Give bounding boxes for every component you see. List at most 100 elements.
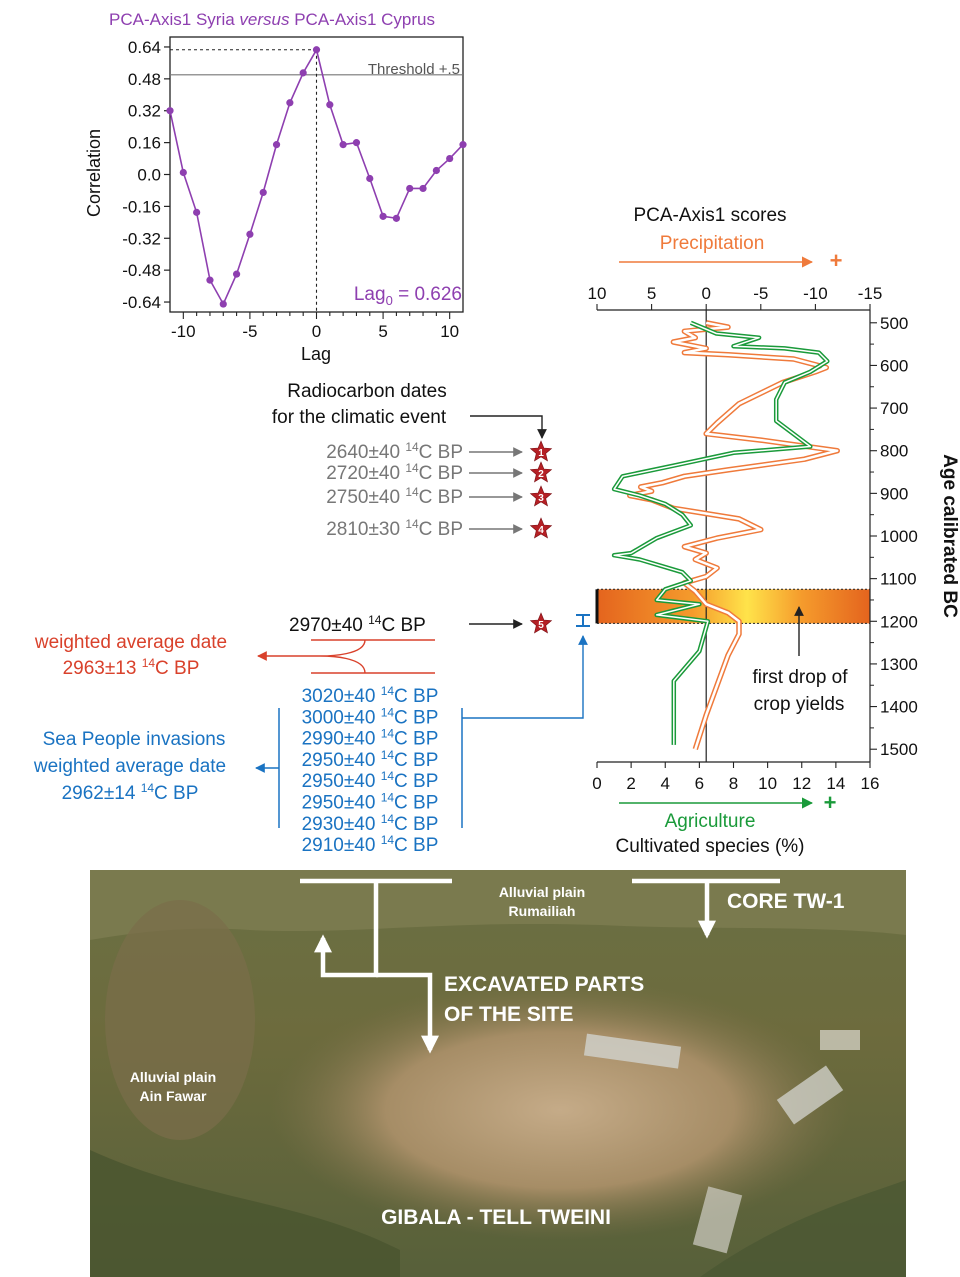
corr-xtick-label: -5: [242, 322, 257, 341]
correlation-point: [419, 184, 427, 193]
age-tick-label: 1400: [880, 698, 918, 717]
bottom-tick-label: 2: [626, 774, 635, 793]
correlation-chart-title: PCA-Axis1 Syria versus PCA-Axis1 Cyprus: [109, 10, 435, 29]
correlation-guides: [170, 49, 463, 312]
top-tick-label: -15: [858, 284, 883, 303]
corr-ytick-label: -0.48: [122, 261, 161, 280]
correlation-point: [339, 141, 347, 149]
blue-date-text: 2930±40 14C BP: [302, 812, 439, 835]
blue-date-text: 2950±40 14C BP: [302, 748, 439, 771]
correlation-point: [286, 99, 294, 107]
precipitation-plus: +: [830, 248, 843, 273]
star-2-number: 2: [538, 469, 544, 480]
age-tick-label: 900: [880, 484, 908, 503]
photo-label-ain-fawar-1: Alluvial plain: [130, 1069, 216, 1085]
correlation-x-ticks: -10 -5 0 5 10: [171, 312, 459, 341]
top-tick-label: -10: [803, 284, 828, 303]
weighted-average-brace: [311, 639, 435, 674]
correlation-chart: PCA-Axis1 Syria versus PCA-Axis1 Cyprus …: [84, 10, 467, 364]
correlation-point: [406, 184, 414, 193]
lag0-annotation: Lag0 = 0.626: [354, 284, 462, 308]
aerial-photo: Alluvial plain Rumailiah CORE TW-1 EXCAV…: [90, 870, 906, 1277]
blue-error-bar: [576, 614, 590, 627]
age-axis-label: Age calibrated BC: [939, 454, 960, 618]
blue-date-text: 2990±40 14C BP: [302, 727, 439, 750]
blue-date-text: 2950±40 14C BP: [302, 769, 439, 792]
photo-bracket-left: [300, 878, 452, 978]
agriculture-plus: +: [824, 790, 837, 815]
cultivated-species-label: Cultivated species (%): [615, 836, 804, 857]
correlation-point: [392, 214, 401, 222]
top-tick-label: 0: [701, 284, 710, 303]
corr-ytick-label: 0.0: [137, 166, 161, 185]
corr-ytick-label: 0.64: [128, 38, 161, 57]
star-date-text: 2810±30 14C BP: [326, 517, 463, 540]
photo-label-excavated-1: EXCAVATED PARTS: [444, 973, 644, 996]
age-tick-label: 1500: [880, 740, 918, 759]
precipitation-line-inner: [628, 321, 839, 750]
star-5-badge: 5: [529, 612, 553, 634]
corr-ytick-label: 0.48: [128, 70, 161, 89]
weighted-red-line2: 2963±13 14C BP: [63, 656, 200, 679]
crop-drop-annotation: first drop of crop yields: [752, 606, 848, 715]
correlation-point: [219, 300, 227, 308]
correlation-point: [259, 188, 267, 197]
correlation-point: [206, 276, 214, 284]
star-5-badge-number: 5: [538, 620, 544, 631]
agriculture-line-inner: [613, 322, 829, 745]
event-date: 2970±40 14C BP: [289, 613, 426, 636]
age-tick-label: 1100: [880, 570, 917, 589]
top-tick-label: -5: [753, 284, 768, 303]
star-date-text: 2750±40 14C BP: [326, 485, 463, 508]
star-1-number: 1: [538, 448, 544, 459]
bottom-tick-label: 4: [661, 774, 670, 793]
star-3-shape: [529, 485, 553, 507]
correlation-point: [432, 166, 440, 175]
age-tick-label: 800: [880, 442, 908, 461]
bottom-tick-label: 6: [695, 774, 704, 793]
bottom-tick-label: 8: [729, 774, 738, 793]
corr-ytick-label: 0.16: [128, 134, 161, 153]
pca-series: [611, 320, 840, 751]
correlation-series: [166, 46, 467, 308]
corr-ytick-label: 0.32: [128, 102, 161, 121]
age-tick-label: 1200: [880, 612, 918, 631]
correlation-point: [312, 46, 321, 54]
blue-date-text: 3000±40 14C BP: [302, 705, 439, 728]
corr-xtick-label: -10: [171, 322, 196, 341]
photo-label-ain-fawar-2: Ain Fawar: [140, 1088, 207, 1104]
bottom-tick-label: 16: [861, 774, 880, 793]
blue-connector-arrow: [462, 635, 588, 719]
star-5: 5: [529, 612, 553, 634]
crop-drop-label-line2: crop yields: [754, 694, 845, 715]
star-2: 2: [529, 461, 553, 483]
correlation-x-axis-label: Lag: [301, 344, 331, 364]
photo-bracket-excavated: [376, 972, 439, 1054]
age-tick-label: 700: [880, 399, 908, 418]
photo-label-core: CORE TW-1: [727, 890, 845, 913]
top-tick-label: 10: [588, 284, 607, 303]
pca-axes: 10 5 0 -5 -10 -15 0 2 4 6 8 10 12 14 16 500 600 700 800 900…: [588, 284, 918, 793]
correlation-point: [179, 168, 187, 177]
correlation-point: [379, 212, 387, 220]
correlation-point: [352, 139, 361, 147]
weighted-red-line1: weighted average date: [34, 632, 227, 653]
agriculture-label: Agriculture: [665, 811, 756, 832]
blue-date-text: 2910±40 14C BP: [302, 833, 439, 856]
star-1: 1: [529, 440, 553, 462]
star-4-shape: [529, 517, 553, 539]
corr-ytick-label: -0.64: [122, 293, 161, 312]
correlation-point: [446, 154, 454, 163]
correlation-point: [272, 141, 281, 149]
correlation-point: [299, 69, 307, 77]
crop-drop-band: [595, 588, 870, 624]
corr-ytick-label: -0.16: [122, 197, 161, 216]
radiocarbon-header-arrow: [470, 415, 547, 439]
star-date-text: 2720±40 14C BP: [326, 461, 463, 484]
photo-label-site: GIBALA - TELL TWEINI: [381, 1206, 611, 1229]
sea-people-line2: weighted average date: [33, 756, 226, 777]
blue-date-text: 3020±40 14C BP: [302, 684, 439, 707]
corr-xtick-label: 0: [312, 322, 321, 341]
star-4: 4: [529, 517, 553, 539]
